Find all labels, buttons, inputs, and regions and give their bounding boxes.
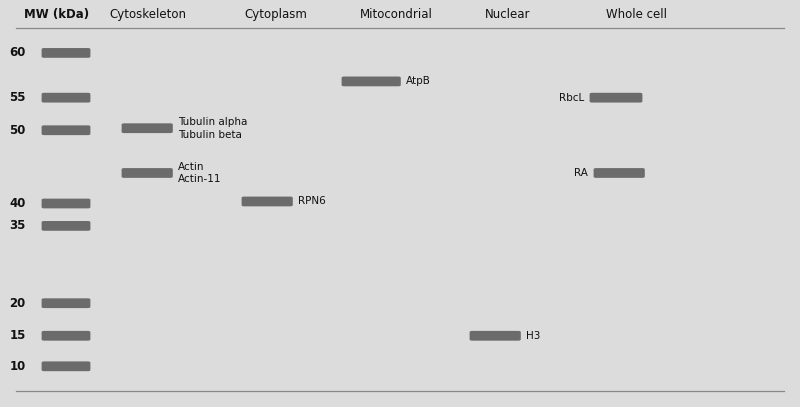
Text: 15: 15: [10, 329, 26, 342]
Text: AtpB: AtpB: [406, 77, 431, 86]
Text: 50: 50: [10, 124, 26, 137]
FancyBboxPatch shape: [42, 93, 90, 103]
FancyBboxPatch shape: [242, 197, 293, 206]
Text: 60: 60: [10, 46, 26, 59]
Text: Cytoskeleton: Cytoskeleton: [110, 8, 186, 21]
FancyBboxPatch shape: [594, 168, 645, 178]
Text: Tubulin alpha
Tubulin beta: Tubulin alpha Tubulin beta: [178, 117, 248, 140]
Text: 55: 55: [9, 91, 26, 104]
FancyBboxPatch shape: [42, 221, 90, 231]
Text: RA: RA: [574, 168, 588, 178]
Text: 35: 35: [10, 219, 26, 232]
FancyBboxPatch shape: [470, 331, 521, 341]
Text: RbcL: RbcL: [558, 93, 584, 103]
Text: H3: H3: [526, 331, 541, 341]
Text: 40: 40: [10, 197, 26, 210]
FancyBboxPatch shape: [590, 93, 642, 103]
FancyBboxPatch shape: [42, 361, 90, 371]
Text: 10: 10: [10, 360, 26, 373]
Text: Actin
Actin-11: Actin Actin-11: [178, 162, 222, 184]
Text: Cytoplasm: Cytoplasm: [245, 8, 307, 21]
Text: RPN6: RPN6: [298, 197, 326, 206]
FancyBboxPatch shape: [42, 298, 90, 308]
FancyBboxPatch shape: [42, 199, 90, 208]
Text: Mitocondrial: Mitocondrial: [359, 8, 433, 21]
Text: Nuclear: Nuclear: [486, 8, 530, 21]
FancyBboxPatch shape: [42, 48, 90, 58]
FancyBboxPatch shape: [42, 331, 90, 341]
FancyBboxPatch shape: [342, 77, 401, 86]
FancyBboxPatch shape: [122, 123, 173, 133]
Text: 20: 20: [10, 297, 26, 310]
Text: Whole cell: Whole cell: [606, 8, 666, 21]
FancyBboxPatch shape: [122, 168, 173, 178]
FancyBboxPatch shape: [42, 125, 90, 135]
Text: MW (kDa): MW (kDa): [24, 8, 89, 21]
